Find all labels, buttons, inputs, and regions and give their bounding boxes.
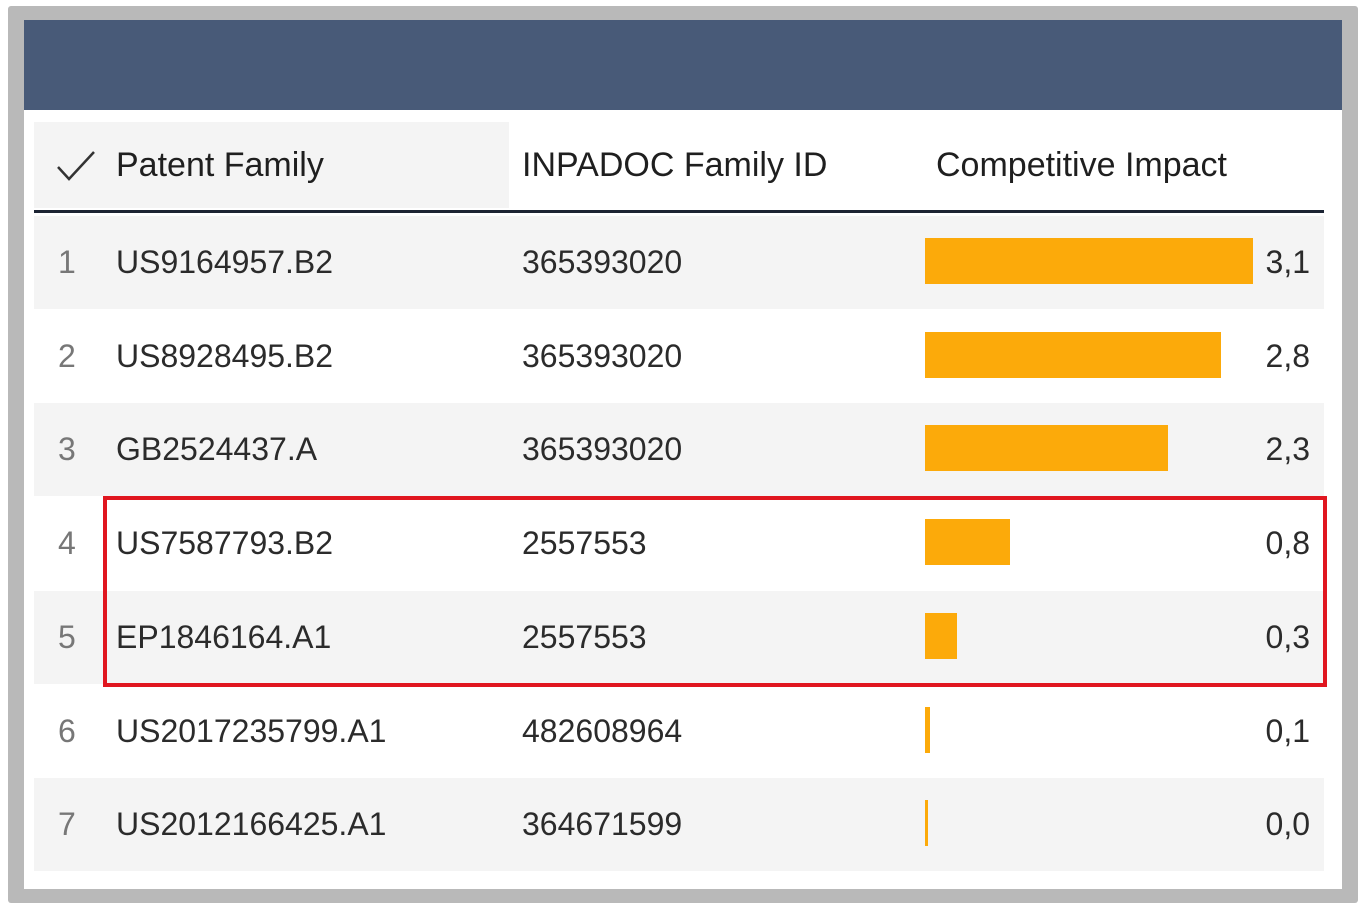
- competitive-impact-value: 0,3: [1265, 618, 1310, 655]
- header-divider: [34, 210, 1324, 213]
- competitive-impact-bar: [925, 612, 957, 659]
- patent-family-cell[interactable]: US2017235799.A1: [116, 712, 387, 749]
- patent-family-header-cell[interactable]: Patent Family: [34, 122, 509, 208]
- inpadoc-family-id-cell: 365393020: [522, 244, 683, 280]
- inpadoc-family-id-cell: 365393020: [522, 431, 683, 468]
- competitive-impact-value: 3,1: [1265, 244, 1310, 280]
- column-header-patent-family[interactable]: Patent Family: [116, 146, 324, 184]
- table-row[interactable]: 4 US7587793.B2 2557553 0,8: [34, 497, 1324, 590]
- competitive-impact-bar: [925, 425, 1169, 472]
- table-row[interactable]: 6 US2017235799.A1 482608964 0,1: [34, 685, 1324, 778]
- patent-family-cell[interactable]: GB2524437.A: [116, 431, 318, 468]
- competitive-impact-value: 2,8: [1265, 337, 1310, 374]
- row-index: 5: [58, 618, 76, 655]
- row-index: 1: [58, 244, 76, 280]
- competitive-impact-value: 0,1: [1265, 712, 1310, 749]
- inpadoc-family-id-cell: 482608964: [522, 712, 683, 749]
- competitive-impact-bar: [925, 238, 1253, 284]
- inpadoc-family-id-cell: 2557553: [522, 618, 647, 655]
- column-header-competitive-impact[interactable]: Competitive Impact: [936, 146, 1227, 184]
- row-index: 7: [58, 806, 76, 843]
- row-index: 6: [58, 712, 76, 749]
- table-row[interactable]: 7 US2012166425.A1 364671599 0,0: [34, 778, 1324, 872]
- table-row[interactable]: 1 US9164957.B2 365393020 3,1: [34, 216, 1324, 309]
- inpadoc-family-id-cell: 2557553: [522, 525, 647, 562]
- table-row[interactable]: 3 GB2524437.A 365393020 2,3: [34, 403, 1324, 497]
- table-row[interactable]: 2 US8928495.B2 365393020 2,8: [34, 310, 1324, 403]
- results-panel: Patent Family INPADOC Family ID Competit…: [24, 20, 1342, 889]
- competitive-impact-bar: [925, 331, 1222, 378]
- patent-family-cell[interactable]: US7587793.B2: [116, 525, 334, 562]
- patent-family-cell[interactable]: US9164957.B2: [116, 244, 334, 280]
- competitive-impact-value: 0,0: [1265, 806, 1310, 843]
- patent-family-cell[interactable]: EP1846164.A1: [116, 618, 332, 655]
- panel-header-bar: [24, 20, 1342, 110]
- patent-family-cell[interactable]: US8928495.B2: [116, 337, 334, 374]
- row-index: 2: [58, 337, 76, 374]
- competitive-impact-value: 0,8: [1265, 525, 1310, 562]
- patent-family-cell[interactable]: US2012166425.A1: [116, 806, 387, 843]
- table-row[interactable]: 5 EP1846164.A1 2557553 0,3: [34, 590, 1324, 684]
- check-icon[interactable]: [56, 149, 96, 183]
- competitive-impact-bar: [925, 519, 1010, 566]
- competitive-impact-value: 2,3: [1265, 431, 1310, 468]
- inpadoc-family-id-cell: 365393020: [522, 337, 683, 374]
- inpadoc-family-id-cell: 364671599: [522, 806, 683, 843]
- competitive-impact-bar: [925, 800, 928, 847]
- competitive-impact-bar: [925, 706, 931, 753]
- row-index: 4: [58, 525, 76, 562]
- column-header-inpadoc-family-id[interactable]: INPADOC Family ID: [522, 146, 828, 184]
- table-header: Patent Family INPADOC Family ID Competit…: [34, 122, 1324, 213]
- row-index: 3: [58, 431, 76, 468]
